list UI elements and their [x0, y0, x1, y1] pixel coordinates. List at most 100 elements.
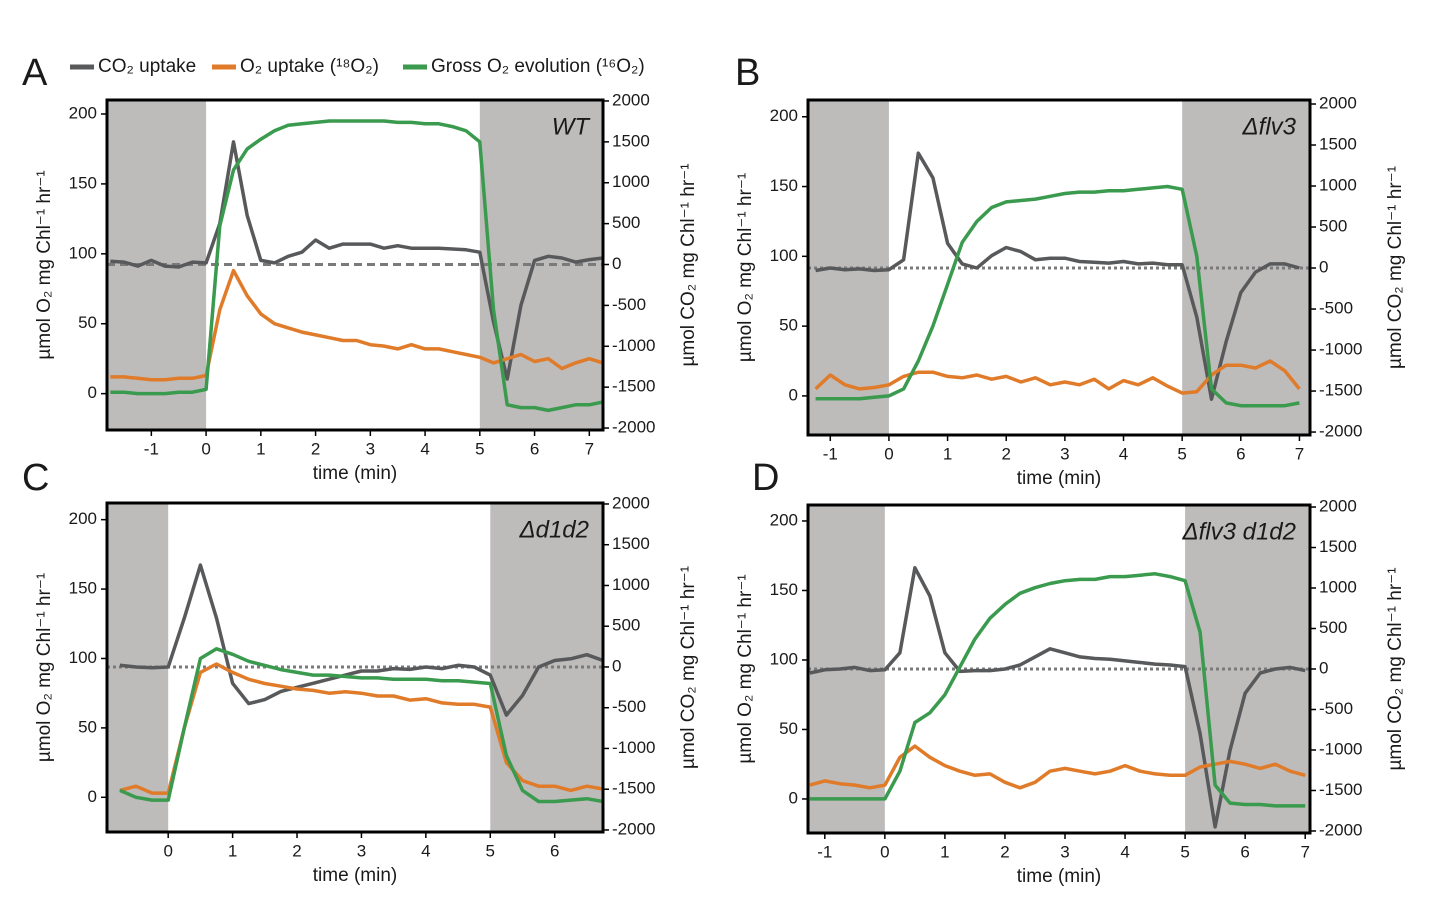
y2-axis-label: µmol CO₂ mg Chl⁻¹ hr⁻¹	[1385, 166, 1406, 369]
x-axis-label: time (min)	[313, 865, 397, 886]
plot-area	[808, 505, 1310, 833]
y-tick-label: 50	[78, 313, 97, 332]
panel-title: Δflv3	[1242, 113, 1297, 140]
y2-tick-label: 0	[612, 656, 621, 675]
series-line	[809, 572, 1306, 808]
panel-letter: B	[735, 52, 760, 94]
x-tick-label: 0	[201, 439, 210, 458]
x-axis-label: time (min)	[1017, 468, 1101, 489]
y-tick-label: 50	[779, 316, 798, 335]
legend-label: O₂ uptake (¹⁸O₂)	[240, 56, 379, 77]
y2-tick-label: 1500	[1319, 537, 1357, 556]
x-tick-label: 5	[1177, 444, 1186, 463]
panel-letter: C	[22, 457, 49, 499]
y2-tick-label: 2000	[1319, 497, 1357, 516]
x-tick-label: 4	[1120, 842, 1129, 861]
y-tick-label: 200	[69, 509, 97, 528]
y2-tick-label: 1000	[1319, 176, 1357, 195]
series-line	[119, 662, 603, 795]
x-tick-label: -1	[817, 842, 832, 861]
y2-tick-label: 500	[1319, 618, 1347, 637]
y2-tick-label: 0	[612, 254, 621, 273]
y2-tick-label: 2000	[1319, 94, 1357, 113]
plot-area	[107, 503, 603, 832]
x-axis-label: time (min)	[313, 463, 397, 484]
series-line	[119, 563, 603, 717]
x-tick-label: -1	[823, 444, 838, 463]
y-tick-label: 150	[69, 579, 97, 598]
y-axis-label: µmol O₂ mg Chl⁻¹ hr⁻¹	[34, 170, 55, 359]
y2-axis-label: µmol CO₂ mg Chl⁻¹ hr⁻¹	[1385, 567, 1406, 770]
y-tick-label: 50	[78, 717, 97, 736]
y-tick-label: 150	[770, 580, 798, 599]
y2-tick-label: -500	[612, 697, 646, 716]
series-line	[110, 119, 603, 413]
y2-tick-label: -1500	[612, 377, 655, 396]
y2-tick-label: -2000	[612, 418, 655, 437]
y2-tick-label: -500	[1319, 299, 1353, 318]
y-axis-label: µmol O₂ mg Chl⁻¹ hr⁻¹	[735, 173, 756, 362]
y2-tick-label: 1000	[612, 575, 650, 594]
x-tick-label: -1	[144, 439, 159, 458]
y2-tick-label: -2000	[1319, 422, 1362, 441]
x-tick-label: 1	[228, 841, 237, 860]
x-tick-label: 5	[1180, 842, 1189, 861]
y2-tick-label: -1000	[1319, 340, 1362, 359]
y-axis-label: µmol O₂ mg Chl⁻¹ hr⁻¹	[735, 574, 756, 763]
series-line	[815, 184, 1300, 408]
x-tick-label: 3	[1060, 842, 1069, 861]
y2-tick-label: -1500	[1319, 780, 1362, 799]
y2-tick-label: 1500	[1319, 135, 1357, 154]
y2-tick-label: -2000	[612, 819, 655, 838]
legend-label: CO₂ uptake	[98, 56, 196, 77]
panel-letter: D	[752, 457, 779, 499]
x-tick-label: 1	[943, 444, 952, 463]
series-line	[110, 140, 603, 381]
x-tick-label: 2	[311, 439, 320, 458]
y-axis-label: µmol O₂ mg Chl⁻¹ hr⁻¹	[34, 573, 55, 762]
y2-tick-label: -1500	[1319, 381, 1362, 400]
y2-axis-label: µmol CO₂ mg Chl⁻¹ hr⁻¹	[678, 163, 699, 366]
y-tick-label: 100	[69, 648, 97, 667]
y2-tick-label: 2000	[612, 90, 650, 109]
x-tick-label: 3	[1060, 444, 1069, 463]
plot-area	[808, 100, 1310, 435]
y2-tick-label: 500	[1319, 217, 1347, 236]
y-tick-label: 200	[69, 103, 97, 122]
x-tick-label: 7	[585, 439, 594, 458]
x-tick-label: 6	[550, 841, 559, 860]
y2-tick-label: 500	[612, 213, 640, 232]
y2-tick-label: 0	[1319, 258, 1328, 277]
x-tick-label: 6	[530, 439, 539, 458]
plot-area	[107, 100, 603, 430]
panel-title: Δflv3 d1d2	[1181, 518, 1296, 545]
x-tick-label: 3	[366, 439, 375, 458]
series-line	[809, 566, 1306, 829]
panel-title: Δd1d2	[519, 516, 590, 543]
x-tick-label: 1	[256, 439, 265, 458]
panel-title: WT	[552, 113, 592, 140]
series-line	[119, 647, 603, 804]
y-tick-label: 100	[770, 246, 798, 265]
x-tick-label: 1	[940, 842, 949, 861]
y-tick-label: 150	[69, 173, 97, 192]
y-tick-label: 100	[770, 649, 798, 668]
x-tick-label: 4	[420, 439, 429, 458]
x-tick-label: 2	[292, 841, 301, 860]
y-tick-label: 50	[779, 719, 798, 738]
y2-tick-label: 1000	[612, 172, 650, 191]
y-tick-label: 0	[88, 787, 97, 806]
x-tick-label: 0	[884, 444, 893, 463]
y2-tick-label: 500	[612, 616, 640, 635]
panel-letter: A	[22, 52, 48, 94]
series-line	[110, 268, 603, 382]
series-line	[814, 359, 1301, 395]
x-tick-label: 6	[1236, 444, 1245, 463]
y-tick-label: 150	[770, 176, 798, 195]
x-tick-label: 2	[1001, 444, 1010, 463]
y2-tick-label: -1000	[612, 738, 655, 757]
y2-tick-label: -2000	[1319, 820, 1362, 839]
x-tick-label: 4	[421, 841, 430, 860]
